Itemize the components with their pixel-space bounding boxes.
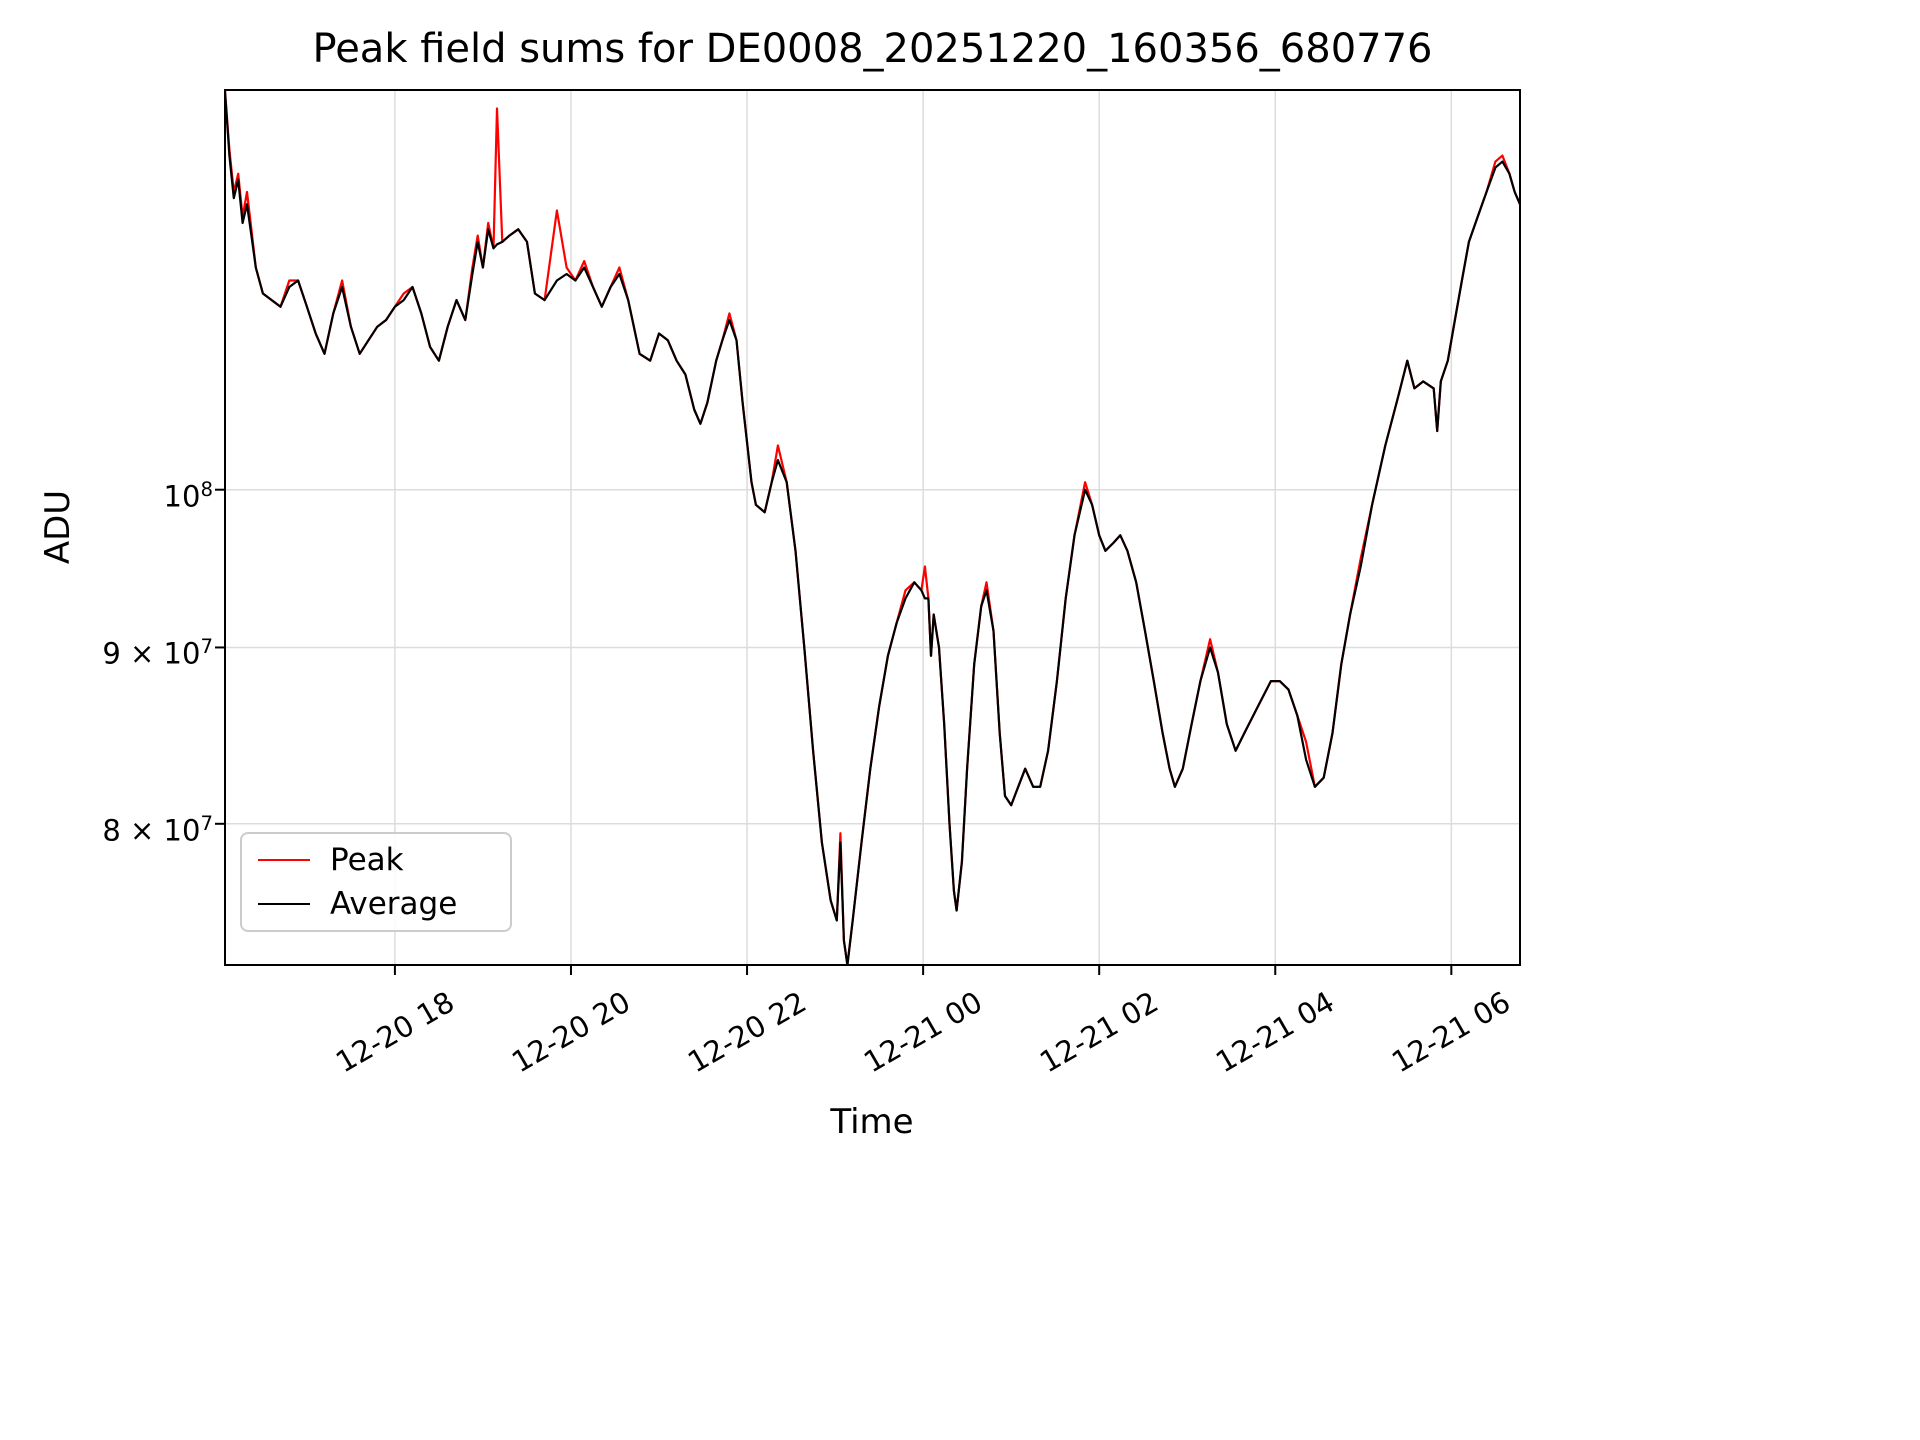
average-line-swatch [258,903,310,905]
y-tick-label: 9 × 107 [102,635,213,672]
legend: Peak Average [240,832,512,932]
legend-label: Peak [330,842,404,878]
legend-item-average: Average [258,886,510,922]
peak-line-swatch [258,859,310,861]
y-tick-label: 108 [163,477,213,514]
y-tick-label: 8 × 107 [102,811,213,848]
legend-item-peak: Peak [258,842,510,878]
chart-title: Peak field sums for DE0008_20251220_1603… [312,26,1433,72]
legend-label: Average [330,886,458,922]
plot-border [224,89,1521,966]
x-axis-label: Time [830,1102,914,1142]
average-series-line [225,91,1520,965]
